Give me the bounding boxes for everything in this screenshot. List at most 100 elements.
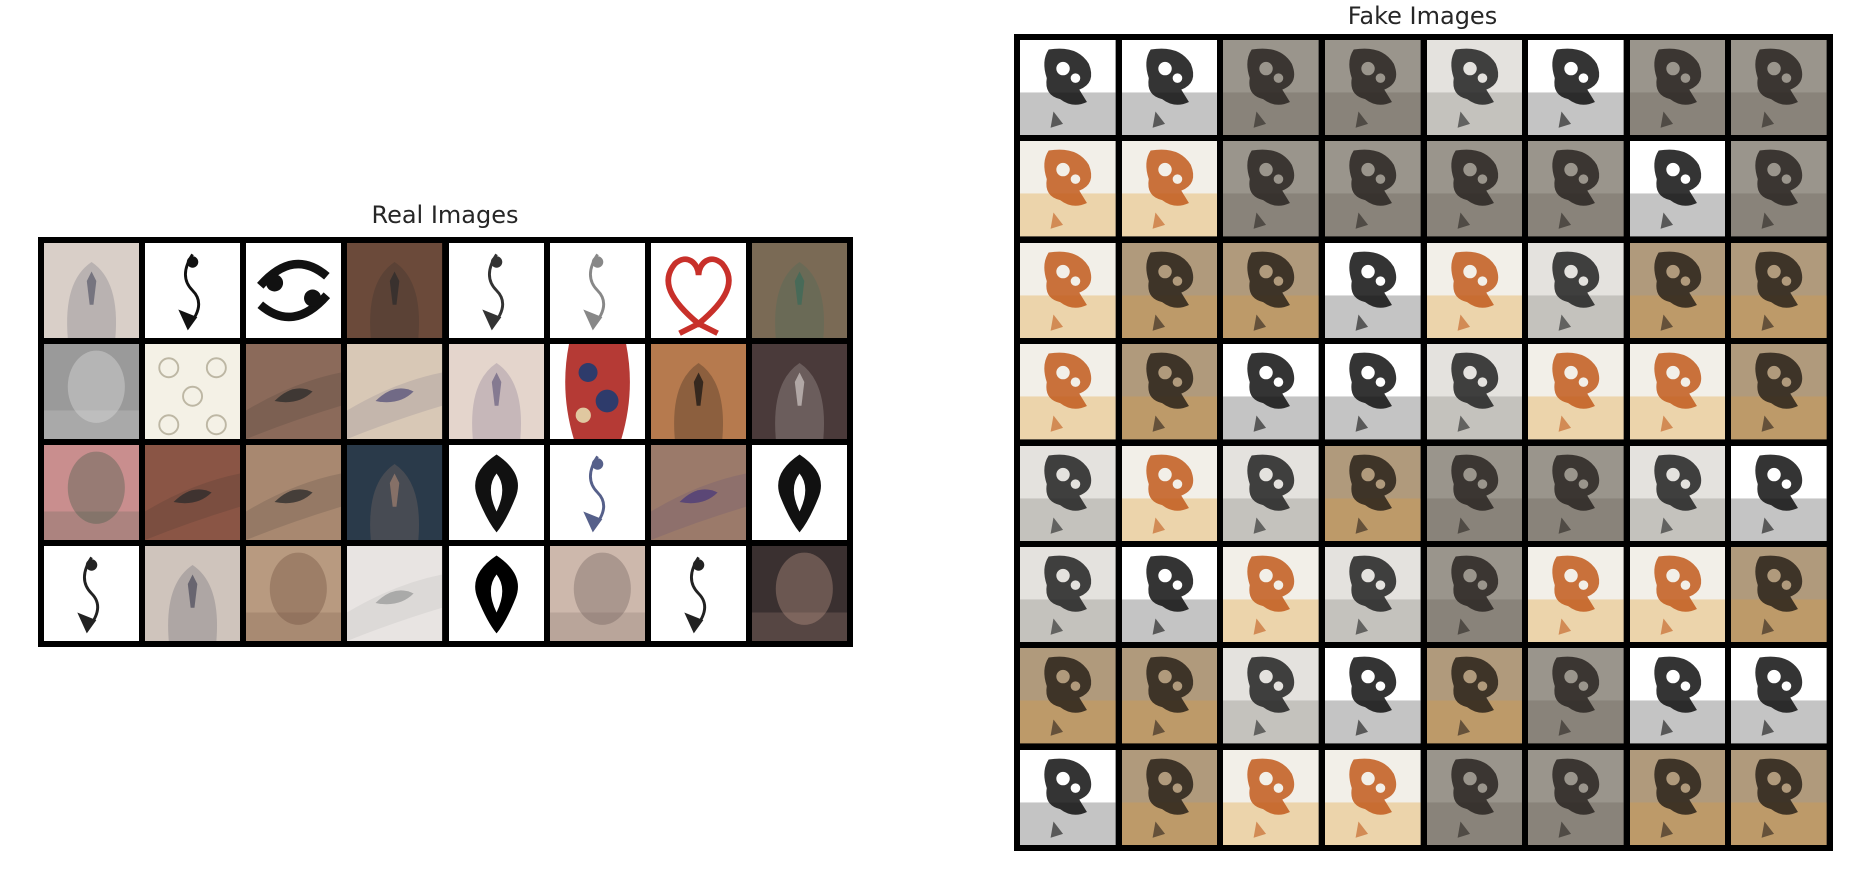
fake-images-title: Fake Images — [1347, 2, 1498, 30]
fake-image-tile — [1324, 141, 1421, 237]
fake-image-tile — [1731, 141, 1827, 237]
fake-image-tile — [1020, 445, 1116, 541]
fake-image-tile — [1020, 546, 1116, 643]
fake-image-tile — [1731, 749, 1827, 845]
fake-image-tile — [1528, 242, 1624, 339]
fake-image-tile — [1528, 749, 1624, 845]
real-image-tile — [448, 344, 544, 439]
real-image-tile — [650, 344, 746, 439]
fake-image-tile — [1324, 344, 1421, 440]
fake-image-tile — [1223, 445, 1319, 541]
real-image-tile — [751, 243, 847, 338]
fake-image-tile — [1629, 648, 1726, 744]
fake-image-tile — [1426, 445, 1523, 541]
fake-image-tile — [1528, 40, 1624, 136]
real-image-tile — [246, 546, 342, 641]
fake-image-tile — [1020, 141, 1116, 237]
fake-image-tile — [1223, 648, 1319, 744]
fake-images-grid — [1014, 34, 1833, 851]
real-image-tile — [347, 546, 443, 641]
fake-image-tile — [1731, 648, 1827, 744]
fake-image-tile — [1223, 141, 1319, 237]
fake-image-tile — [1426, 749, 1523, 845]
fake-image-tile — [1223, 344, 1319, 440]
fake-image-tile — [1426, 648, 1523, 744]
real-image-tile — [347, 445, 443, 540]
real-image-tile — [347, 344, 443, 439]
fake-image-tile — [1121, 40, 1218, 136]
fake-image-tile — [1121, 546, 1218, 643]
real-image-tile — [751, 546, 847, 641]
fake-image-tile — [1223, 40, 1319, 136]
fake-image-tile — [1528, 344, 1624, 440]
fake-image-tile — [1528, 648, 1624, 744]
real-image-tile — [549, 546, 645, 641]
real-image-tile — [650, 546, 746, 641]
real-image-tile — [44, 546, 140, 641]
real-image-tile — [549, 445, 645, 540]
fake-image-tile — [1426, 546, 1523, 643]
fake-image-tile — [1528, 445, 1624, 541]
real-image-tile — [145, 445, 241, 540]
fake-image-tile — [1121, 648, 1218, 744]
fake-image-tile — [1629, 546, 1726, 643]
real-image-tile — [751, 344, 847, 439]
fake-image-tile — [1324, 749, 1421, 845]
fake-image-tile — [1629, 141, 1726, 237]
real-image-tile — [145, 344, 241, 439]
fake-image-tile — [1629, 445, 1726, 541]
fake-image-tile — [1629, 344, 1726, 440]
fake-image-tile — [1629, 749, 1726, 845]
fake-image-tile — [1426, 242, 1523, 339]
real-images-title: Real Images — [371, 201, 519, 229]
fake-image-tile — [1731, 546, 1827, 643]
fake-image-tile — [1324, 242, 1421, 339]
fake-image-tile — [1020, 40, 1116, 136]
real-image-tile — [44, 243, 140, 338]
fake-image-tile — [1629, 40, 1726, 136]
fake-image-tile — [1324, 648, 1421, 744]
fake-image-tile — [1324, 40, 1421, 136]
real-image-tile — [448, 243, 544, 338]
fake-image-tile — [1731, 40, 1827, 136]
real-image-tile — [246, 445, 342, 540]
real-images-grid — [38, 237, 853, 647]
fake-image-tile — [1426, 40, 1523, 136]
fake-image-tile — [1426, 141, 1523, 237]
fake-image-tile — [1528, 141, 1624, 237]
fake-image-tile — [1629, 242, 1726, 339]
real-image-tile — [347, 243, 443, 338]
fake-image-tile — [1528, 546, 1624, 643]
real-image-tile — [246, 243, 342, 338]
fake-image-tile — [1731, 445, 1827, 541]
fake-image-tile — [1324, 546, 1421, 643]
real-image-tile — [145, 546, 241, 641]
fake-image-tile — [1324, 445, 1421, 541]
fake-image-tile — [1121, 445, 1218, 541]
fake-image-tile — [1121, 242, 1218, 339]
fake-image-tile — [1223, 242, 1319, 339]
real-image-tile — [549, 243, 645, 338]
real-image-tile — [448, 546, 544, 641]
fake-image-tile — [1020, 344, 1116, 440]
fake-image-tile — [1223, 749, 1319, 845]
real-image-tile — [44, 344, 140, 439]
fake-image-tile — [1020, 242, 1116, 339]
real-image-tile — [751, 445, 847, 540]
real-image-tile — [145, 243, 241, 338]
fake-image-tile — [1121, 344, 1218, 440]
real-image-tile — [246, 344, 342, 439]
real-image-tile — [650, 445, 746, 540]
real-image-tile — [44, 445, 140, 540]
real-image-tile — [448, 445, 544, 540]
fake-image-tile — [1020, 749, 1116, 845]
fake-image-tile — [1223, 546, 1319, 643]
fake-image-tile — [1426, 344, 1523, 440]
fake-image-tile — [1121, 141, 1218, 237]
fake-image-tile — [1020, 648, 1116, 744]
fake-image-tile — [1121, 749, 1218, 845]
fake-image-tile — [1731, 344, 1827, 440]
real-image-tile — [549, 344, 645, 439]
real-image-tile — [650, 243, 746, 338]
fake-image-tile — [1731, 242, 1827, 339]
